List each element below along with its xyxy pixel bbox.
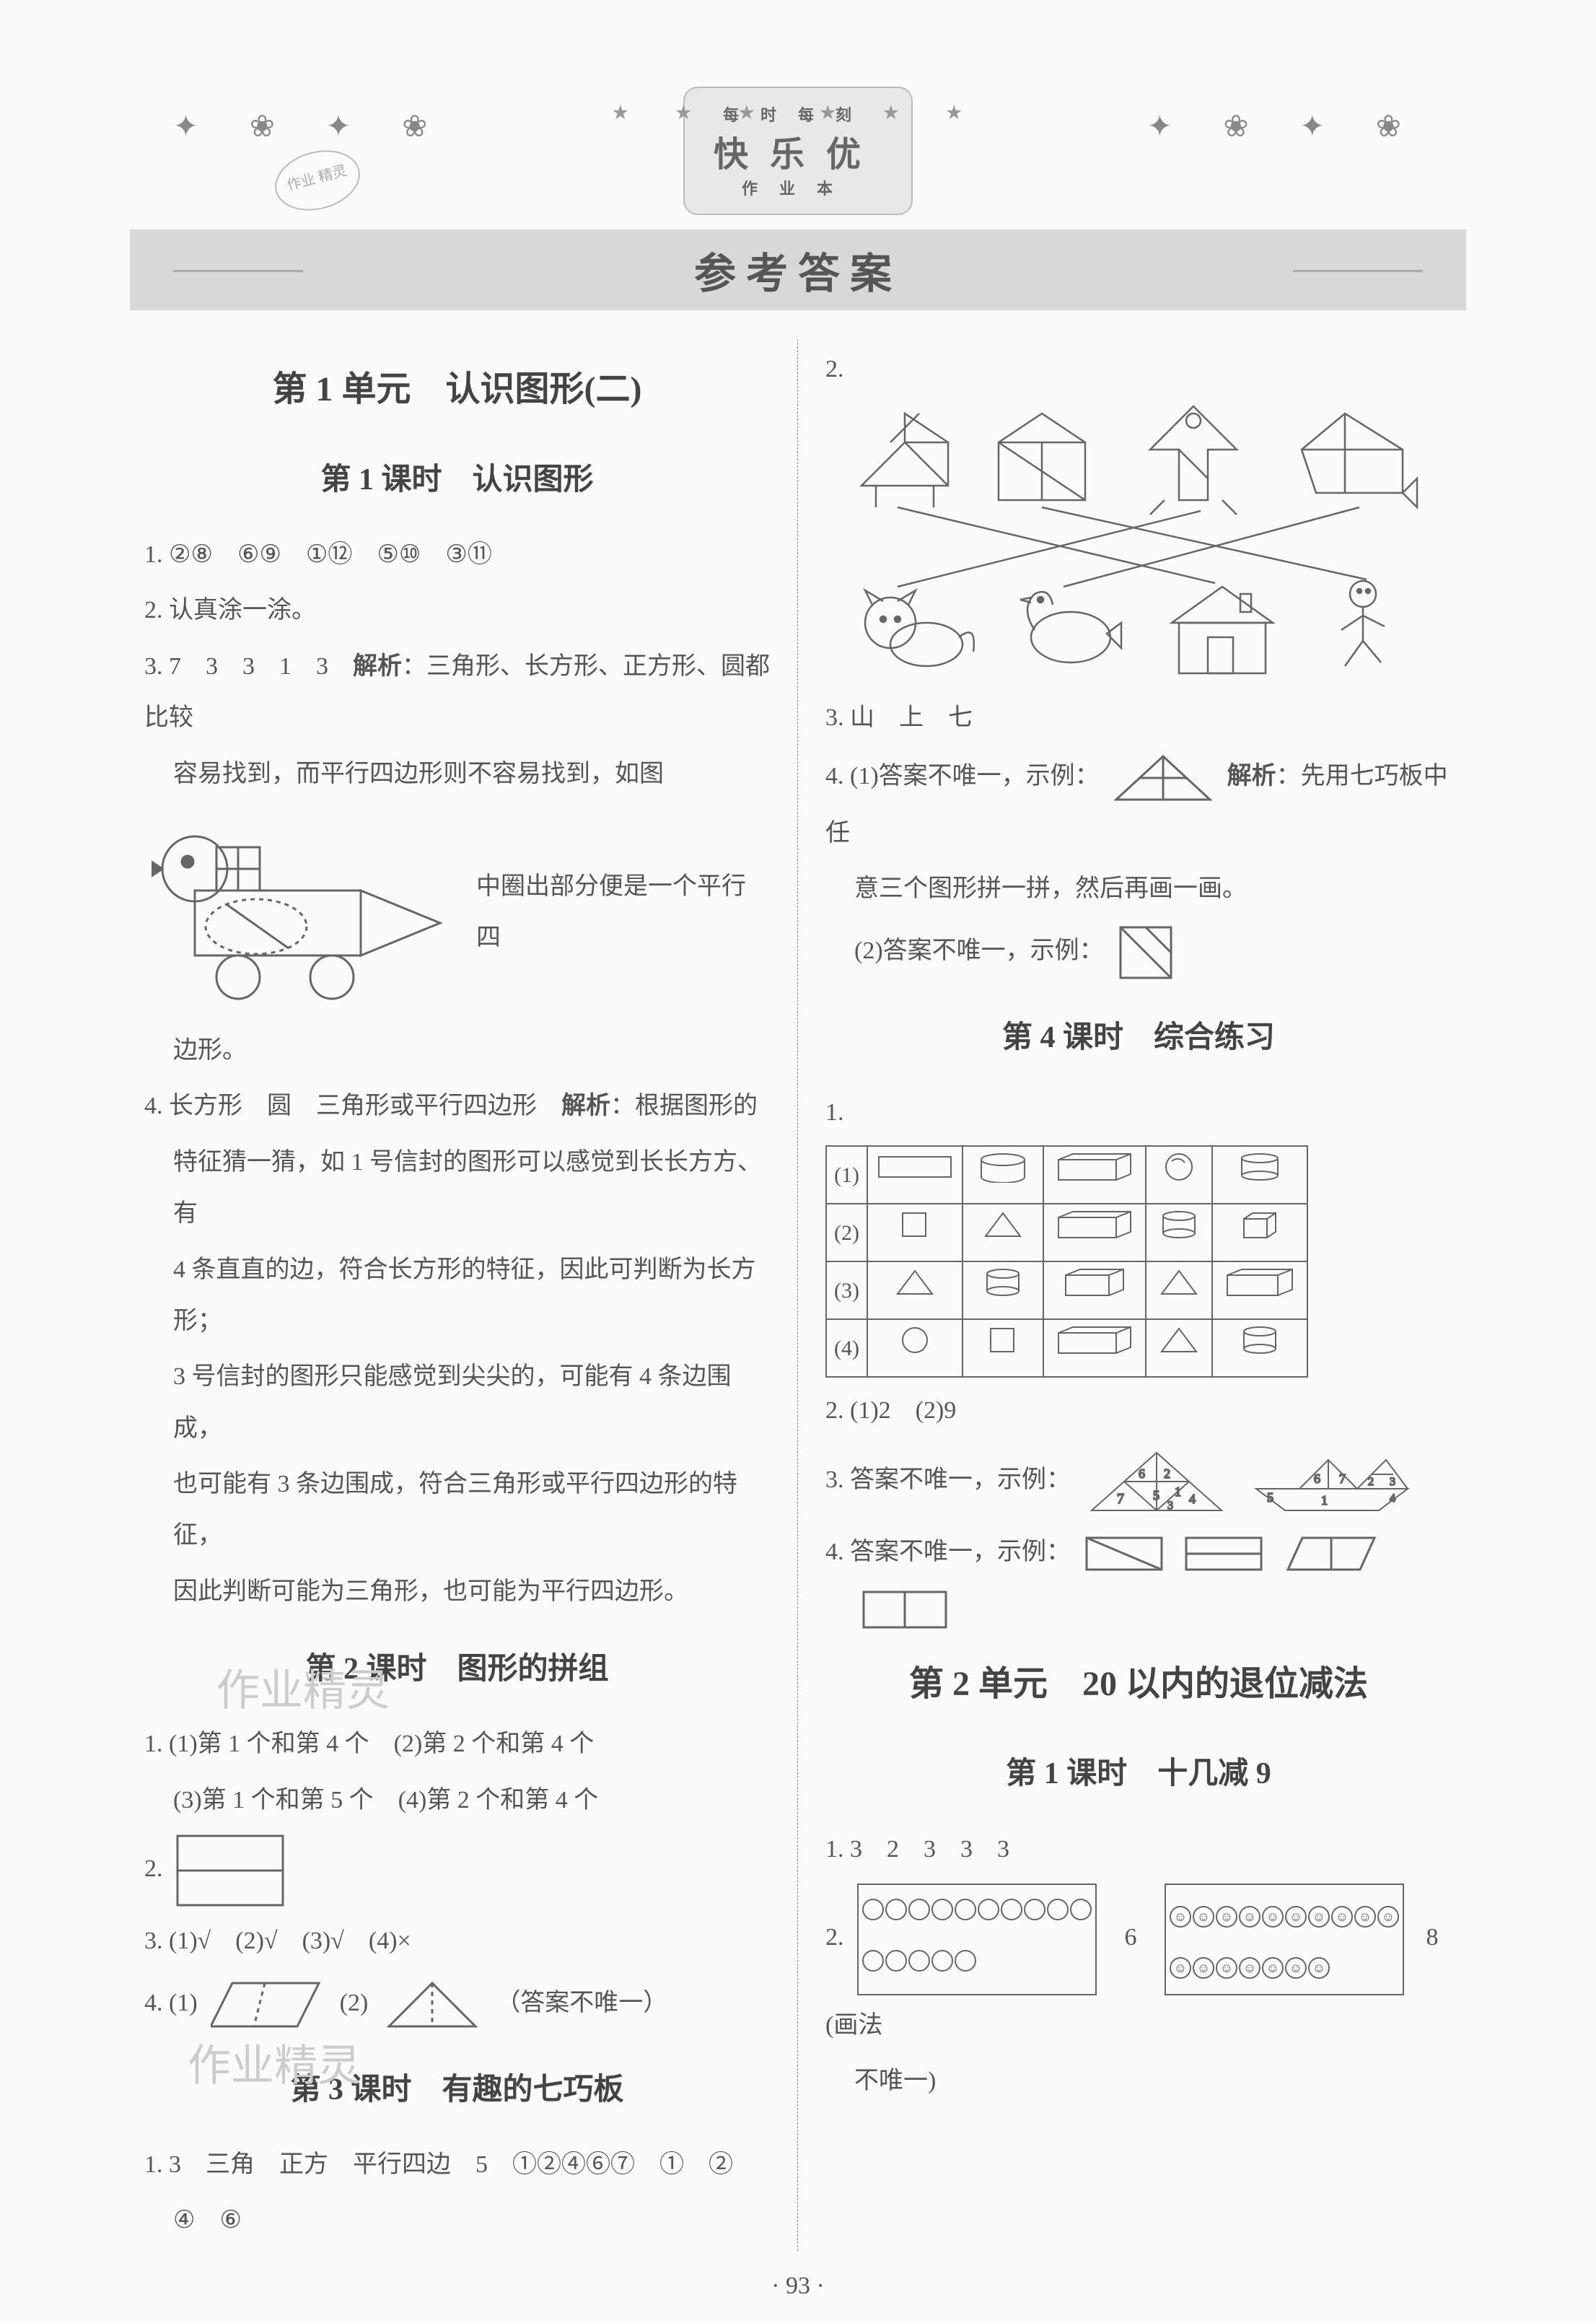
u2l1-q1: 1. 3 2 3 3 3: [825, 1824, 1452, 1875]
table-row: (4): [826, 1319, 1307, 1377]
r-q3: 3. 山 上 七: [825, 692, 1452, 743]
svg-text:3: 3: [1390, 1476, 1395, 1488]
duck-car-figure: [152, 818, 455, 1006]
svg-text:7: 7: [1117, 1491, 1124, 1507]
l3-q1a: 1. 3 三角 正方 平行四边 5 ①②④⑥⑦ ① ②: [144, 2139, 770, 2190]
svg-text:5: 5: [1267, 1490, 1273, 1505]
logo-line1: 每时每刻: [714, 102, 882, 126]
l2-q3: 3. (1)√ (2)√ (3)√ (4)×: [144, 1915, 770, 1967]
unit1-title: 第 1 单元 认识图形(二): [144, 354, 770, 426]
r-q4c: 意三个图形拼一拼，然后再画一画。: [825, 863, 1452, 914]
l3-q1b: ④ ⑥: [144, 2195, 770, 2246]
l1-q4d: 4 条直直的边，符合长方形的特征，因此可判断为长方形；: [144, 1244, 770, 1347]
table-row: (3): [826, 1261, 1307, 1319]
page: ✦ ❀ ✦ ❀ 每时每刻 快乐优 作业本 ✦ ❀ ✦ ❀ 参考答案 作业 精灵 …: [0, 0, 1596, 2323]
l4-q4-extra: [825, 1582, 1452, 1634]
circles-group1: [857, 1884, 1097, 1995]
svg-text:1: 1: [1321, 1493, 1328, 1508]
r-q4a: 4. (1)答案不唯一，示例： 解析：先用七巧板中任: [825, 748, 1452, 859]
l4-q2: 2. (1)2 (2)9: [825, 1385, 1452, 1436]
content-columns: 第 1 单元 认识图形(二) 第 1 课时 认识图形 1. ②⑧ ⑥⑨ ①⑫ ⑤…: [130, 339, 1466, 2251]
rect-diag-figure: [1084, 1536, 1164, 1572]
l1-q3c: 容易找到，而平行四边形则不容易找到，如图: [144, 748, 770, 800]
table-row: (1): [826, 1146, 1307, 1204]
parallelogram1-figure: [211, 1976, 326, 2034]
page-number: · 93 ·: [130, 2272, 1466, 2300]
l4-q1: 1.: [825, 1087, 1452, 1138]
l1-q1: 1. ②⑧ ⑥⑨ ①⑫ ⑤⑩ ③⑪: [144, 529, 770, 580]
r-q2-label: 2.: [825, 344, 1452, 395]
svg-text:4: 4: [1189, 1492, 1196, 1506]
svg-text:2: 2: [1164, 1466, 1170, 1481]
rect-vsplit-figure: [861, 1590, 948, 1629]
l1-q4: 4. 长方形 圆 三角形或平行四边形 解析：根据图形的: [144, 1080, 770, 1132]
tangram-fish1-figure: 7 6 2 5 1 4 3: [1084, 1445, 1229, 1518]
l1-q4c: 特征猜一猜，如 1 号信封的图形可以感觉到长长方方、有: [144, 1137, 770, 1240]
l2-q2-rect-figure: [176, 1834, 284, 1907]
l1-q3-caption: 中圈出部分便是一个平行四: [476, 861, 770, 964]
u2l1-q2: 2. 6 ☺☺☺☺☺☺☺☺☺☺ ☺☺☺☺☺☺☺ 8 (画法: [825, 1879, 1452, 2051]
lesson1b-title: 第 1 课时 十几减 9: [825, 1742, 1452, 1806]
svg-text:4: 4: [1390, 1492, 1395, 1505]
svg-text:6: 6: [1314, 1471, 1320, 1486]
right-column: 2.: [798, 339, 1466, 2251]
l1-q3d: 边形。: [144, 1025, 770, 1076]
l1-q4e: 3 号信封的图形只能感觉到尖尖的，可能有 4 条边围成，: [144, 1351, 770, 1454]
svg-text:2: 2: [1368, 1476, 1374, 1488]
l2-q1a: 1. (1)第 1 个和第 4 个 (2)第 2 个和第 4 个: [144, 1718, 770, 1769]
svg-text:3: 3: [1167, 1500, 1173, 1512]
left-column: 第 1 单元 认识图形(二) 第 1 课时 认识图形 1. ②⑧ ⑥⑨ ①⑫ ⑤…: [130, 339, 798, 2251]
l4-q3: 3. 答案不唯一，示例： 7 6 2 5 1 4 3: [825, 1441, 1452, 1522]
square-example2-figure: [1117, 924, 1175, 981]
lesson4-title: 第 4 课时 综合练习: [825, 1006, 1452, 1069]
svg-text:1: 1: [1175, 1484, 1181, 1499]
lesson2-title: 第 2 课时 图形的拼组: [144, 1637, 770, 1701]
logo-line2: 快乐优: [714, 126, 882, 176]
l1-q3: 3. 7 3 3 1 3 解析：三角形、长方形、正方形、圆都比较: [144, 641, 770, 744]
l1-q4f: 也可能有 3 条边围成，符合三角形或平行四边形的特征，: [144, 1458, 770, 1562]
svg-text:5: 5: [1153, 1488, 1159, 1502]
decor-left: ✦ ❀ ✦ ❀: [173, 108, 449, 144]
decor-right: ✦ ❀ ✦ ❀: [1147, 108, 1423, 144]
title-bar: 参考答案: [130, 229, 1466, 310]
logo-line3: 作业本: [714, 176, 882, 199]
l2-q2: 2.: [144, 1830, 770, 1911]
r-q4d: (2)答案不唯一，示例：: [825, 919, 1452, 986]
lesson3-title: 第 3 课时 有趣的七巧板: [144, 2058, 770, 2122]
header-logo: 每时每刻 快乐优 作业本: [683, 87, 913, 215]
table-row: (2): [826, 1204, 1307, 1261]
l2-q4: 4. (1) (2) （答案不唯一）: [144, 1972, 770, 2038]
triangle-example1-figure: [1113, 753, 1214, 803]
lesson1-title: 第 1 课时 认识图形: [144, 448, 770, 512]
l1-q2: 2. 认真涂一涂。: [144, 585, 770, 636]
unit2-title: 第 2 单元 20 以内的退位减法: [825, 1648, 1452, 1721]
tangram-boat-figure: 5 6 7 1 2 3 4: [1249, 1445, 1415, 1518]
u2l1-q2b: 不唯一): [825, 2055, 1452, 2107]
parallelogram-split-figure: [1284, 1536, 1378, 1572]
l1-q4g: 因此判断可能为三角形，也可能为平行四边形。: [144, 1566, 770, 1617]
l4-q4: 4. 答案不唯一，示例：: [825, 1526, 1452, 1578]
triangle-pair-figure: [382, 1976, 483, 2034]
smiley-group: ☺☺☺☺☺☺☺☺☺☺ ☺☺☺☺☺☺☺: [1165, 1884, 1404, 1995]
l2-q1b: (3)第 1 个和第 5 个 (4)第 2 个和第 4 个: [144, 1775, 770, 1826]
rect-half-figure: [1184, 1536, 1263, 1572]
svg-text:6: 6: [1139, 1466, 1145, 1481]
svg-text:7: 7: [1339, 1471, 1346, 1486]
l4-shape-table: (1) (2) (3): [825, 1145, 1308, 1378]
tangram-matching-figure: [825, 399, 1452, 688]
l1-q3-figure: 中圈出部分便是一个平行四: [144, 814, 770, 1010]
